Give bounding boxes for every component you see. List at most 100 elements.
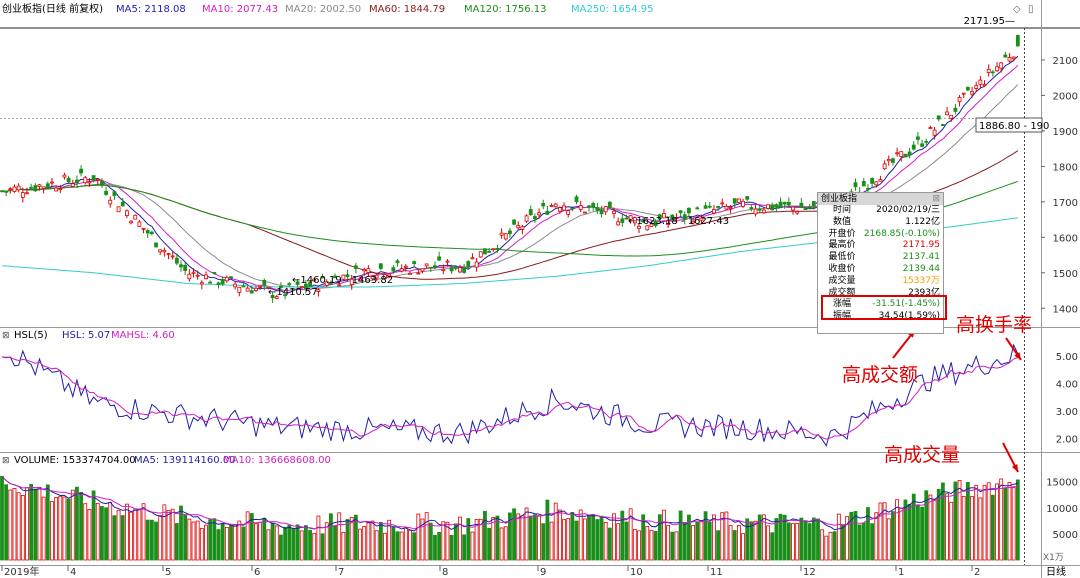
volume-bar — [599, 515, 604, 561]
candle-body — [204, 274, 208, 280]
candle-body — [774, 204, 779, 208]
volume-bar — [657, 514, 662, 561]
volume-bar — [258, 521, 263, 561]
volume-bar — [982, 484, 987, 561]
tooltip-value: 2137.41 — [902, 252, 940, 263]
candle-body — [437, 256, 442, 261]
candle-body — [657, 214, 662, 220]
range-label-1: ←1460.19 - 1463.82 — [292, 275, 393, 286]
panel-icon: ▯ — [1028, 4, 1034, 15]
candle-body — [570, 207, 575, 210]
candle-body — [4, 190, 9, 193]
candle-body — [245, 287, 250, 292]
x-tick-label: 7 — [338, 567, 344, 578]
x-tick-label: 1 — [898, 567, 904, 578]
candle-body — [666, 220, 671, 225]
candle-body — [428, 266, 433, 269]
x-tick-label: 2019年 — [4, 565, 39, 578]
candle-body — [965, 86, 970, 91]
candle-body — [158, 249, 163, 253]
candle-body — [333, 275, 337, 279]
close-icon[interactable]: ⊠ — [932, 194, 940, 204]
volume-bar — [716, 530, 720, 561]
candle-body — [224, 276, 229, 282]
candle-body — [899, 151, 904, 158]
candle-body — [503, 233, 508, 240]
low-price-label-1: ←1410.57 — [268, 287, 318, 298]
candle-body — [653, 220, 658, 227]
volume-bar — [528, 515, 533, 561]
candle-body — [907, 151, 912, 156]
candle-body — [133, 214, 138, 220]
candle-body — [508, 230, 512, 235]
tooltip-key: 开盘价 — [828, 228, 856, 239]
volume-bar — [333, 525, 337, 561]
candle-body — [745, 196, 750, 200]
volume-bar — [791, 523, 795, 561]
candle-body — [678, 210, 683, 214]
candle-body — [487, 250, 492, 253]
volume-tick-label: 10000 — [1046, 504, 1078, 515]
candle-body — [83, 177, 88, 184]
candle-body — [761, 209, 766, 214]
candle-body — [620, 218, 625, 223]
tooltip-key: 涨幅 — [832, 299, 851, 310]
volume-bar — [324, 522, 329, 561]
candle-body — [553, 203, 558, 208]
volume-bar — [832, 531, 837, 561]
candle-body — [308, 282, 312, 287]
candle-body — [370, 275, 375, 280]
candle-body — [891, 158, 895, 163]
candle-body — [258, 286, 263, 288]
volume-bar — [133, 508, 138, 561]
volume-bar — [624, 521, 629, 561]
candle-body — [195, 274, 200, 277]
candle-body — [766, 204, 770, 209]
tooltip-title-bar[interactable]: 创业板指 ⊠ — [818, 193, 943, 205]
volume-bar — [33, 488, 38, 561]
volume-bar — [195, 520, 200, 561]
volume-bar — [283, 526, 288, 561]
volume-bar — [403, 527, 408, 561]
candle-body — [895, 152, 900, 155]
price-tick-label: 2000 — [1053, 91, 1078, 102]
x-tick-label: 2 — [974, 567, 980, 578]
candle-body — [674, 217, 679, 219]
candle-body — [304, 283, 308, 289]
volume-bar — [116, 509, 121, 561]
volume-bar — [166, 510, 171, 561]
volume-bar — [183, 514, 188, 561]
candle-body — [75, 179, 79, 184]
index-name: 创业板指(日线 前复权) — [2, 2, 103, 15]
candle-body — [707, 205, 712, 208]
tooltip-value: 1.122亿 — [905, 216, 940, 227]
candle-body — [474, 261, 479, 268]
volume-bar — [8, 489, 13, 561]
candle-body — [1015, 35, 1020, 47]
volume-bars — [0, 475, 1020, 561]
volume-bar — [699, 520, 704, 561]
volume-bar — [374, 530, 379, 561]
volume-bar — [986, 482, 991, 561]
ma60-label: MA60: 1844.79 — [369, 4, 445, 15]
candle-body — [378, 263, 383, 269]
candle-body — [54, 187, 59, 192]
candle-body — [424, 263, 429, 267]
candle-body — [637, 225, 641, 229]
candle-body — [20, 192, 25, 198]
volume-bar — [199, 527, 204, 561]
ma10-label: MA10: 2077.43 — [202, 4, 278, 15]
price-tick-label: 1700 — [1053, 198, 1078, 209]
volume-bar — [753, 520, 758, 561]
candle-body — [266, 286, 271, 289]
candle-body — [770, 204, 775, 211]
candle-body — [412, 261, 417, 265]
volume-bar — [803, 520, 808, 561]
candle-body — [187, 273, 192, 280]
candle-body — [982, 83, 987, 87]
volume-bar — [108, 502, 113, 561]
candle-body — [249, 290, 254, 294]
volume-ma5-line — [1, 475, 1018, 532]
candle-body — [220, 279, 225, 285]
volume-bar — [508, 512, 512, 561]
